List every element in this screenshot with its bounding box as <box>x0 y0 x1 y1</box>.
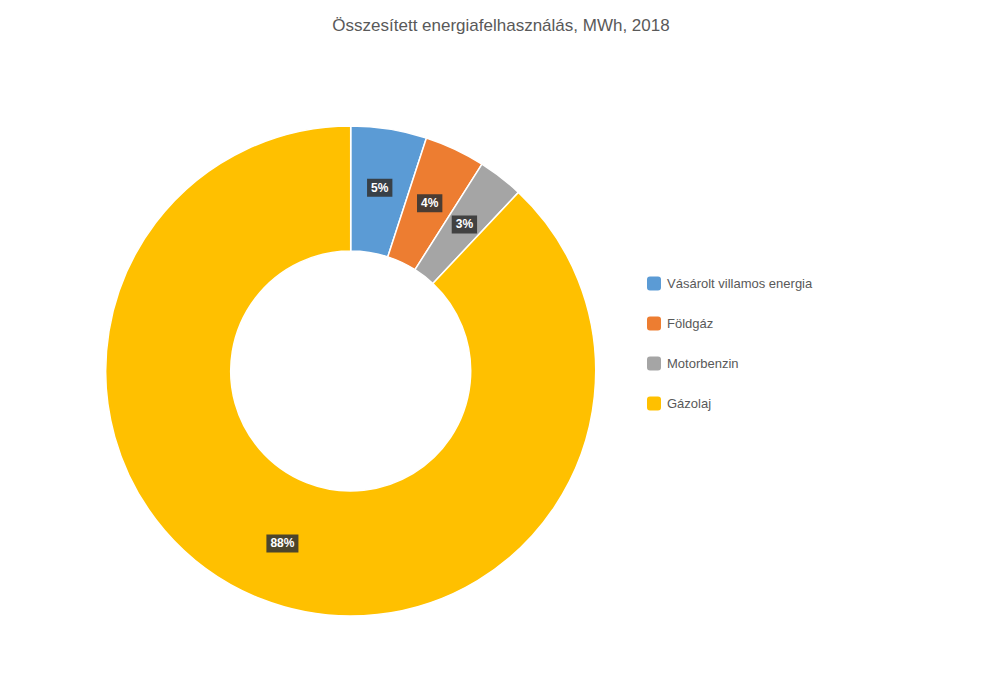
svg-text:3%: 3% <box>456 217 474 231</box>
svg-text:Gázolaj: Gázolaj <box>667 396 711 411</box>
svg-text:5%: 5% <box>371 181 389 195</box>
svg-text:Motorbenzin: Motorbenzin <box>667 356 739 371</box>
svg-text:4%: 4% <box>421 196 439 210</box>
svg-text:88%: 88% <box>270 536 294 550</box>
svg-text:Vásárolt villamos energia: Vásárolt villamos energia <box>667 276 813 291</box>
svg-text:Összesített energiafelhasználá: Összesített energiafelhasználás, MWh, 20… <box>332 16 669 35</box>
svg-text:Földgáz: Földgáz <box>667 316 713 331</box>
